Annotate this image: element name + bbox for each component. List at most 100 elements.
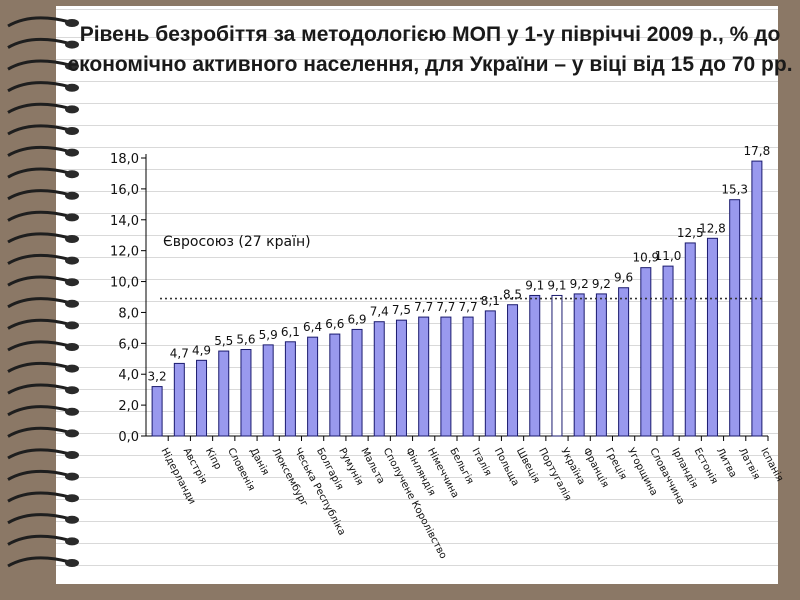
bar (662, 265, 674, 437)
y-tick-label: 10,0 (110, 276, 139, 291)
data-label: 3,2 (148, 370, 167, 384)
data-label: 7,4 (370, 305, 389, 319)
spiral-hole (65, 407, 79, 416)
spiral-ring (7, 448, 71, 460)
spiral-hole (65, 321, 79, 330)
data-label: 7,7 (459, 300, 478, 314)
bar (729, 199, 741, 437)
bar (307, 336, 319, 437)
spiral-hole (65, 105, 79, 114)
data-label: 6,9 (347, 312, 366, 326)
spiral-ring (7, 469, 71, 481)
spiral-ring (7, 189, 71, 201)
bar (284, 341, 296, 437)
spiral-hole (65, 429, 79, 438)
spiral-ring (7, 232, 71, 244)
data-label: 7,7 (414, 300, 433, 314)
spiral-ring (7, 513, 71, 525)
category-label: Кіпр (203, 446, 224, 472)
spiral-ring (7, 102, 71, 114)
bar (507, 304, 519, 437)
bar (551, 294, 563, 437)
bar (196, 359, 208, 437)
spiral-hole (65, 213, 79, 222)
bar (618, 287, 630, 437)
category-label: Данія (247, 446, 271, 477)
spiral-ring (7, 297, 71, 309)
spiral-hole (65, 515, 79, 524)
bar (151, 386, 163, 437)
bar (595, 293, 607, 437)
data-label: 11,0 (655, 249, 682, 263)
bar (706, 237, 718, 437)
y-tick-label: 0,0 (118, 430, 139, 445)
spiral-hole (65, 343, 79, 351)
spiral-hole (65, 127, 79, 135)
data-label: 7,7 (436, 300, 455, 314)
bar (684, 242, 696, 437)
y-tick-label: 14,0 (110, 214, 139, 229)
y-tick-label: 18,0 (110, 152, 139, 167)
bar (240, 349, 252, 437)
category-label: Іспанія (758, 446, 786, 484)
spiral-ring (7, 37, 71, 49)
data-label: 12,8 (699, 221, 726, 235)
spiral-ring (7, 145, 71, 157)
spiral-hole (65, 235, 79, 243)
spiral-hole (65, 278, 79, 287)
spiral-ring (7, 383, 71, 395)
data-label: 6,1 (281, 325, 300, 339)
reference-line-label: Євросоюз (27 країн) (163, 234, 311, 250)
spiral-hole (65, 170, 79, 179)
spiral-hole (65, 19, 79, 27)
bar (373, 321, 385, 437)
spiral-ring (7, 340, 71, 352)
spiral-hole (65, 386, 79, 395)
data-label: 9,1 (547, 278, 566, 292)
notebook-spiral (7, 16, 79, 568)
bar (640, 267, 652, 437)
bar (529, 294, 541, 437)
data-label: 6,6 (325, 317, 344, 331)
spiral-hole (65, 83, 79, 92)
data-label: 17,8 (744, 144, 771, 158)
spiral-hole (65, 256, 79, 265)
spiral-ring (7, 210, 71, 222)
spiral-hole (65, 191, 79, 200)
data-label: 6,4 (303, 320, 322, 334)
data-label: 10,9 (632, 251, 659, 265)
bar (218, 350, 230, 437)
category-label: Італія (469, 446, 494, 478)
data-label: 5,6 (236, 333, 255, 347)
data-label: 8,1 (481, 294, 500, 308)
data-label: 9,2 (570, 277, 589, 291)
spiral-hole (65, 494, 79, 503)
data-label: 4,9 (192, 343, 211, 357)
data-label: 7,5 (392, 303, 411, 317)
y-tick-label: 16,0 (110, 183, 139, 198)
spiral-ring (7, 253, 71, 265)
bar (329, 333, 341, 437)
spiral-ring (7, 167, 71, 179)
data-label: 9,6 (614, 271, 633, 285)
y-tick-label: 6,0 (118, 337, 139, 352)
data-label: 12,5 (677, 226, 704, 240)
spiral-hole (65, 559, 79, 567)
bar (418, 316, 430, 437)
spiral-ring (7, 318, 71, 330)
bar (440, 316, 452, 437)
slide-paper (56, 6, 778, 584)
data-label: 4,7 (170, 346, 189, 360)
spiral-hole (65, 451, 79, 459)
bar (484, 310, 496, 437)
y-tick-label: 8,0 (118, 306, 139, 321)
spiral-ring (7, 426, 71, 438)
spiral-ring (7, 491, 71, 503)
y-tick-label: 12,0 (110, 245, 139, 260)
spiral-ring (7, 556, 71, 568)
spiral-hole (65, 537, 79, 546)
bar (351, 328, 363, 437)
spiral-hole (65, 62, 79, 71)
category-label: Литва (714, 446, 739, 479)
